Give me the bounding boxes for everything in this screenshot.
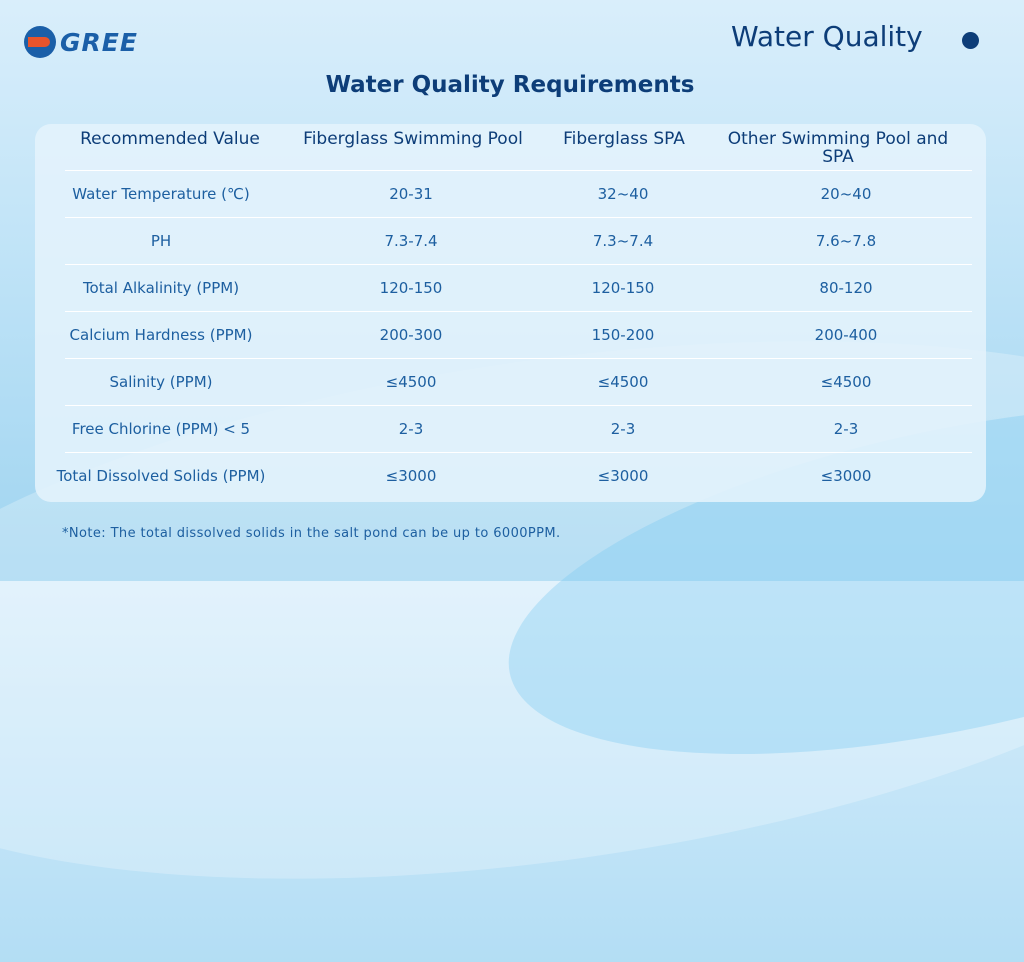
table-row: Water Temperature (℃) 20-31 32~40 20~40 — [35, 170, 986, 217]
requirements-table: Recommended Value Fiberglass Swimming Po… — [35, 124, 986, 502]
cell-other-pool-spa: 7.6~7.8 — [815, 232, 877, 250]
row-label: Salinity (PPM) — [109, 373, 213, 391]
table-row: PH 7.3-7.4 7.3~7.4 7.6~7.8 — [35, 217, 986, 264]
cell-fiberglass-spa: 7.3~7.4 — [592, 232, 654, 250]
cell-other-pool-spa: 20~40 — [820, 185, 872, 203]
cell-fiberglass-pool: 7.3-7.4 — [384, 232, 438, 250]
row-label: Total Dissolved Solids (PPM) — [56, 467, 266, 485]
row-divider — [65, 452, 972, 453]
cell-fiberglass-spa: 2-3 — [610, 420, 636, 438]
row-divider — [65, 264, 972, 265]
table-row: Salinity (PPM) ≤4500 ≤4500 ≤4500 — [35, 358, 986, 405]
cell-fiberglass-pool: 20-31 — [389, 185, 433, 203]
cell-other-pool-spa: 2-3 — [833, 420, 859, 438]
cell-fiberglass-spa: 32~40 — [597, 185, 649, 203]
cell-fiberglass-pool: 200-300 — [379, 326, 443, 344]
row-label: PH — [150, 232, 172, 250]
header-dot-icon — [962, 32, 979, 49]
cell-fiberglass-pool: ≤4500 — [385, 373, 437, 391]
row-divider — [65, 358, 972, 359]
cell-fiberglass-spa: ≤4500 — [597, 373, 649, 391]
page-title: Water Quality Requirements — [325, 72, 695, 98]
row-label: Free Chlorine (PPM) < 5 — [71, 420, 251, 438]
column-header-other-pool-spa: Other Swimming Pool and SPA — [727, 129, 949, 167]
cell-fiberglass-spa: 120-150 — [591, 279, 655, 297]
cell-other-pool-spa: ≤4500 — [820, 373, 872, 391]
header-title: Water Quality — [731, 20, 923, 53]
column-header-fiberglass-spa: Fiberglass SPA — [563, 129, 685, 149]
cell-other-pool-spa: 200-400 — [814, 326, 878, 344]
table-row: Total Alkalinity (PPM) 120-150 120-150 8… — [35, 264, 986, 311]
gree-logo-mark-icon — [24, 26, 56, 58]
row-divider — [65, 217, 972, 218]
row-label: Calcium Hardness (PPM) — [69, 326, 253, 344]
cell-other-pool-spa: ≤3000 — [820, 467, 872, 485]
gree-logo: GREE — [24, 26, 138, 58]
row-divider — [65, 311, 972, 312]
row-label: Total Alkalinity (PPM) — [82, 279, 240, 297]
cell-fiberglass-pool: 2-3 — [398, 420, 424, 438]
row-divider — [65, 405, 972, 406]
table-row: Calcium Hardness (PPM) 200-300 150-200 2… — [35, 311, 986, 358]
footnote: *Note: The total dissolved solids in the… — [62, 526, 561, 541]
cell-fiberglass-spa: ≤3000 — [597, 467, 649, 485]
column-header-recommended-value: Recommended Value — [80, 129, 260, 149]
row-divider — [65, 170, 972, 171]
table-row: Free Chlorine (PPM) < 5 2-3 2-3 2-3 — [35, 405, 986, 452]
gree-logo-text: GREE — [60, 27, 138, 57]
cell-other-pool-spa: 80-120 — [819, 279, 873, 297]
cell-fiberglass-pool: ≤3000 — [385, 467, 437, 485]
column-header-fiberglass-pool: Fiberglass Swimming Pool — [303, 129, 523, 149]
cell-fiberglass-spa: 150-200 — [591, 326, 655, 344]
table-header: Recommended Value Fiberglass Swimming Po… — [35, 124, 986, 170]
cell-fiberglass-pool: 120-150 — [379, 279, 443, 297]
row-label: Water Temperature (℃) — [72, 185, 250, 203]
table-row: Total Dissolved Solids (PPM) ≤3000 ≤3000… — [35, 452, 986, 499]
